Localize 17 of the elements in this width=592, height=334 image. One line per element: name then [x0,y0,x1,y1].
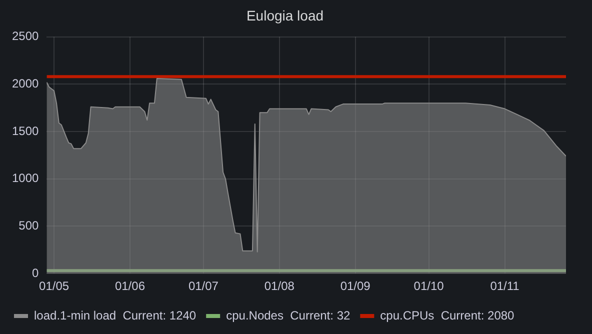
x-tick-label: 01/10 [414,279,444,294]
legend-label: cpu.CPUs Current: 2080 [380,308,515,322]
chart-title: Eulogia load [246,7,324,24]
y-tick-label: 2000 [12,76,40,90]
y-tick-label: 0 [32,266,40,280]
x-tick-label: 01/09 [340,279,371,294]
legend-label: load.1-min load Current: 1240 [34,308,196,322]
x-tick-label: 01/07 [188,279,219,294]
y-tick-label: 2500 [12,29,40,44]
y-tick-label: 500 [18,218,40,233]
x-tick-label: 01/06 [114,279,146,294]
x-tick-label: 01/11 [490,279,520,294]
y-tick-label: 1000 [12,171,40,186]
x-tick-label: 01/08 [264,279,295,294]
x-tick-label: 01/05 [39,279,70,294]
legend-label: cpu.Nodes Current: 32 [226,308,350,322]
y-tick-label: 1500 [12,124,40,138]
